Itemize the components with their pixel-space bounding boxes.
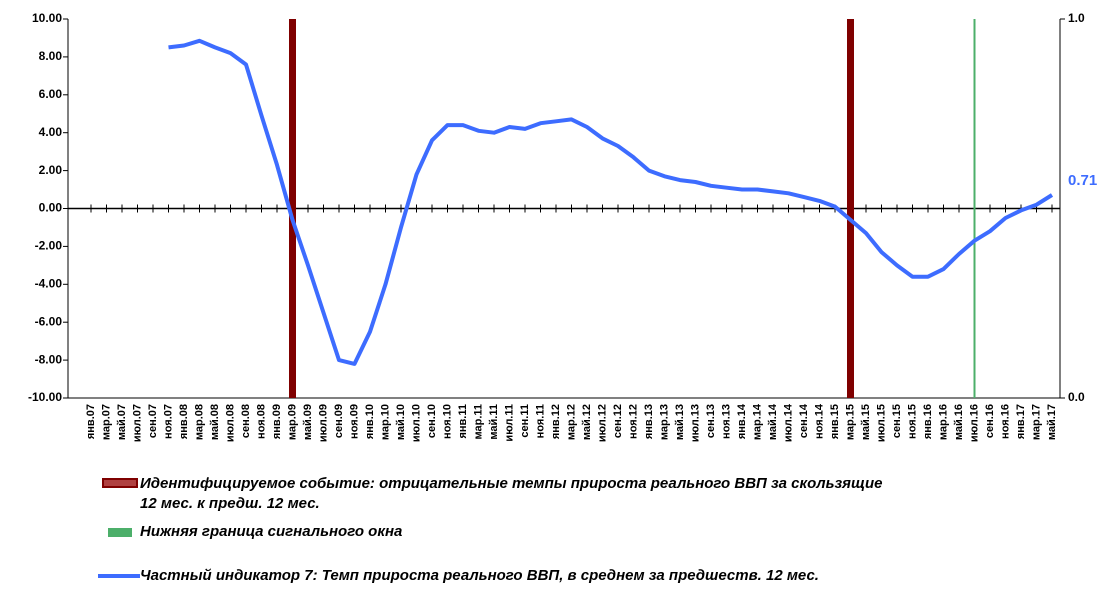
x-tick-label: ноя.14 bbox=[813, 403, 825, 439]
x-tick-label: янв.10 bbox=[364, 404, 376, 439]
y-tick-label: -2.00 bbox=[35, 239, 63, 253]
legend-event: Идентифицируемое событие: отрицательные … bbox=[140, 475, 883, 512]
y-tick-label: 8.00 bbox=[39, 49, 63, 63]
x-tick-label: сен.07 bbox=[147, 404, 159, 438]
x-tick-label: май.09 bbox=[302, 404, 314, 440]
x-tick-label: июл.13 bbox=[689, 404, 701, 442]
y2-tick-label: 1.0 bbox=[1068, 11, 1085, 25]
x-tick-label: май.15 bbox=[860, 404, 872, 440]
x-tick-label: сен.10 bbox=[426, 404, 438, 438]
x-tick-label: янв.14 bbox=[736, 403, 748, 439]
event-bar bbox=[289, 19, 296, 398]
x-tick-label: мар.10 bbox=[379, 404, 391, 440]
y-tick-label: -4.00 bbox=[35, 276, 63, 290]
x-tick-label: янв.13 bbox=[643, 404, 655, 439]
x-tick-label: ноя.16 bbox=[999, 404, 1011, 439]
x-tick-label: май.14 bbox=[767, 403, 779, 440]
data-label: 0.71 bbox=[1068, 172, 1097, 189]
line bbox=[168, 38, 1054, 366]
x-tick-label: мар.17 bbox=[1030, 404, 1042, 440]
x-tick-label: янв.12 bbox=[550, 404, 562, 439]
x-tick-label: сен.11 bbox=[519, 404, 531, 438]
y-tick-label: 4.00 bbox=[39, 125, 63, 139]
x-tick-label: ноя.15 bbox=[906, 404, 918, 439]
x-tick-label: мар.15 bbox=[844, 404, 856, 440]
x-tick-label: янв.15 bbox=[829, 404, 841, 439]
x-tick-label: янв.11 bbox=[457, 404, 469, 439]
y-tick-label: -6.00 bbox=[35, 314, 63, 328]
x-tick-label: мар.09 bbox=[286, 404, 298, 440]
x-tick-label: сен.12 bbox=[612, 404, 624, 438]
x-tick-label: мар.14 bbox=[751, 403, 763, 440]
x-tick-label: сен.09 bbox=[333, 404, 345, 438]
legend-marker-signal bbox=[108, 528, 132, 537]
x-tick-label: июл.09 bbox=[317, 404, 329, 442]
x-tick-label: мар.16 bbox=[937, 404, 949, 440]
x-tick-label: янв.09 bbox=[271, 404, 283, 439]
y-tick-label: 10.00 bbox=[32, 11, 62, 25]
x-tick-label: июл.08 bbox=[224, 404, 236, 442]
y-tick-label: 6.00 bbox=[39, 87, 63, 101]
x-tick-label: ноя.08 bbox=[255, 404, 267, 439]
x-tick-label: ноя.13 bbox=[720, 404, 732, 439]
x-tick-label: ноя.09 bbox=[348, 404, 360, 439]
x-tick-label: май.07 bbox=[116, 404, 128, 440]
x-tick-label: сен.16 bbox=[984, 404, 996, 438]
x-tick-label: май.13 bbox=[674, 404, 686, 440]
y-tick-label: -8.00 bbox=[35, 352, 63, 366]
x-tick-label: сен.08 bbox=[240, 404, 252, 438]
x-tick-label: сен.14 bbox=[798, 403, 810, 438]
x-tick-label: ноя.10 bbox=[441, 404, 453, 439]
legend-line: Частный индикатор 7: Темп прироста реаль… bbox=[140, 567, 819, 584]
x-tick-label: май.16 bbox=[953, 404, 965, 440]
x-tick-label: сен.15 bbox=[891, 404, 903, 438]
x-tick-label: май.12 bbox=[581, 404, 593, 440]
x-tick-label: янв.16 bbox=[922, 404, 934, 439]
y-tick-label: 2.00 bbox=[39, 163, 63, 177]
x-tick-label: мар.13 bbox=[658, 404, 670, 440]
x-tick-label: янв.08 bbox=[178, 404, 190, 439]
x-tick-label: июл.10 bbox=[410, 404, 422, 442]
legend-signal: Нижняя граница сигнального окна bbox=[140, 523, 403, 540]
x-tick-label: мар.11 bbox=[472, 404, 484, 440]
x-tick-label: май.10 bbox=[395, 404, 407, 440]
x-tick-label: май.11 bbox=[488, 404, 500, 440]
y-tick-label: -10.00 bbox=[28, 390, 62, 404]
x-tick-label: ноя.12 bbox=[627, 404, 639, 439]
x-tick-label: июл.11 bbox=[503, 404, 515, 442]
event-bar bbox=[847, 19, 854, 398]
x-tick-label: сен.13 bbox=[705, 404, 717, 438]
x-tick-label: янв.17 bbox=[1015, 404, 1027, 439]
x-tick-label: ноя.07 bbox=[162, 404, 174, 439]
x-tick-label: июл.16 bbox=[968, 404, 980, 442]
x-tick-label: май.08 bbox=[209, 404, 221, 440]
x-tick-label: мар.12 bbox=[565, 404, 577, 440]
x-tick-label: янв.07 bbox=[85, 404, 97, 439]
x-tick-label: июл.14 bbox=[782, 403, 794, 442]
event-bar bbox=[973, 19, 976, 398]
y2-tick-label: 0.0 bbox=[1068, 390, 1085, 404]
x-tick-label: июл.15 bbox=[875, 404, 887, 442]
x-tick-label: май.17 bbox=[1046, 404, 1058, 440]
x-tick-label: ноя.11 bbox=[534, 404, 546, 438]
x-tick-label: мар.08 bbox=[193, 404, 205, 440]
legend-marker-event bbox=[102, 478, 138, 488]
x-tick-label: мар.07 bbox=[100, 404, 112, 440]
x-tick-label: июл.07 bbox=[131, 404, 143, 442]
y-tick-label: 0.00 bbox=[39, 201, 63, 215]
x-tick-label: июл.12 bbox=[596, 404, 608, 442]
